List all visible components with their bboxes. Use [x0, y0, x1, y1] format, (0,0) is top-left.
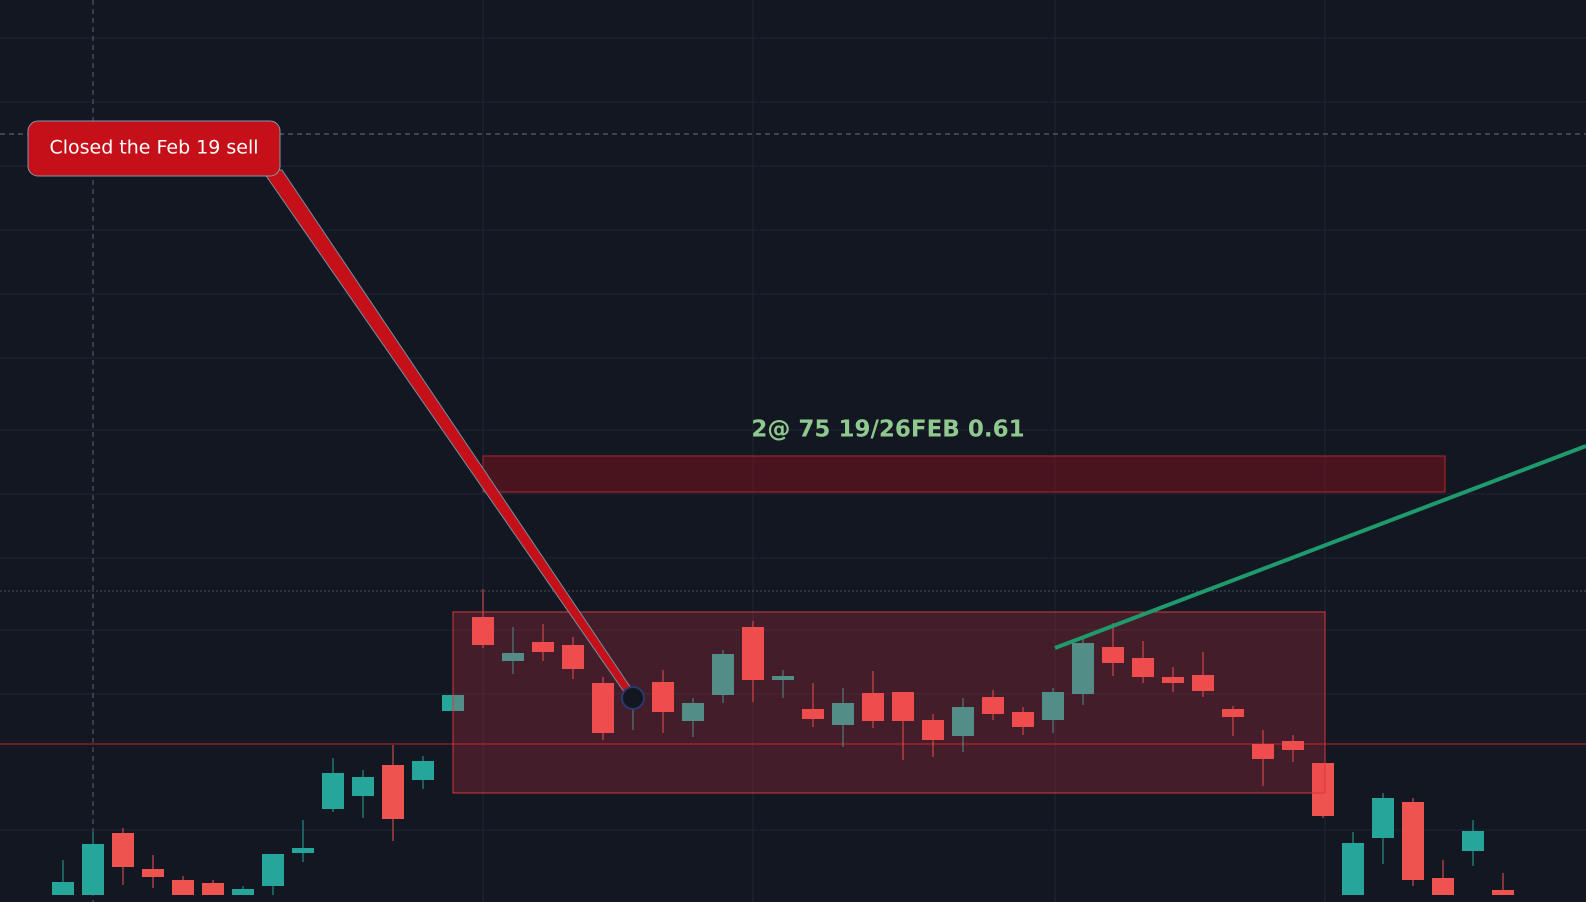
- callout-pointer: [261, 169, 638, 700]
- candle-body: [682, 703, 704, 721]
- candle-body: [712, 654, 734, 695]
- candle-body: [472, 617, 494, 645]
- candle-body: [1162, 677, 1184, 683]
- candle-body: [1042, 692, 1064, 720]
- candle-body: [322, 773, 344, 809]
- candle-body: [352, 777, 374, 796]
- candle-body: [1222, 709, 1244, 717]
- candle-body: [52, 882, 74, 895]
- candle-body: [1432, 878, 1454, 895]
- candle-body: [172, 880, 194, 895]
- band-label: 2@ 75 19/26FEB 0.61: [751, 417, 1024, 443]
- candle-body: [862, 693, 884, 721]
- candle-body: [1492, 890, 1514, 895]
- candle-body: [82, 844, 104, 895]
- candle-body: [952, 707, 974, 736]
- candle-body: [1192, 675, 1214, 691]
- candle-body: [382, 765, 404, 819]
- anchor-point: [621, 686, 645, 710]
- candle-body: [802, 709, 824, 719]
- target-band: [482, 455, 1446, 493]
- callout-box: [27, 120, 281, 177]
- candle-body: [142, 869, 164, 877]
- candle-body: [742, 627, 764, 680]
- candle-body: [262, 854, 284, 886]
- candle-body: [1402, 802, 1424, 880]
- candle-body: [1372, 798, 1394, 838]
- range-box: [452, 611, 1326, 794]
- candle-body: [1132, 658, 1154, 677]
- candle-body: [1072, 643, 1094, 694]
- candle-body: [892, 692, 914, 721]
- candle-body: [1312, 763, 1334, 816]
- candle-body: [112, 833, 134, 867]
- trend-line: [1054, 444, 1586, 650]
- candle-body: [232, 889, 254, 895]
- candle-body: [652, 682, 674, 712]
- candle-body: [1342, 843, 1364, 895]
- candle-body: [1462, 831, 1484, 851]
- candle-body: [1102, 647, 1124, 663]
- candle-body: [592, 683, 614, 733]
- candle-body: [292, 848, 314, 853]
- candle-body: [562, 645, 584, 669]
- candle-body: [412, 761, 434, 780]
- candle-body: [1252, 744, 1274, 759]
- candle-body: [772, 676, 794, 680]
- candle-body: [202, 883, 224, 895]
- candle-body: [832, 703, 854, 725]
- callout-text: Closed the Feb 19 sell: [49, 137, 258, 159]
- candles: [52, 589, 1514, 895]
- candle-body: [982, 697, 1004, 714]
- candle-body: [502, 653, 524, 661]
- candle-body: [1282, 741, 1304, 750]
- candle-body: [532, 642, 554, 652]
- candle-body: [1012, 712, 1034, 727]
- candle-body: [922, 720, 944, 740]
